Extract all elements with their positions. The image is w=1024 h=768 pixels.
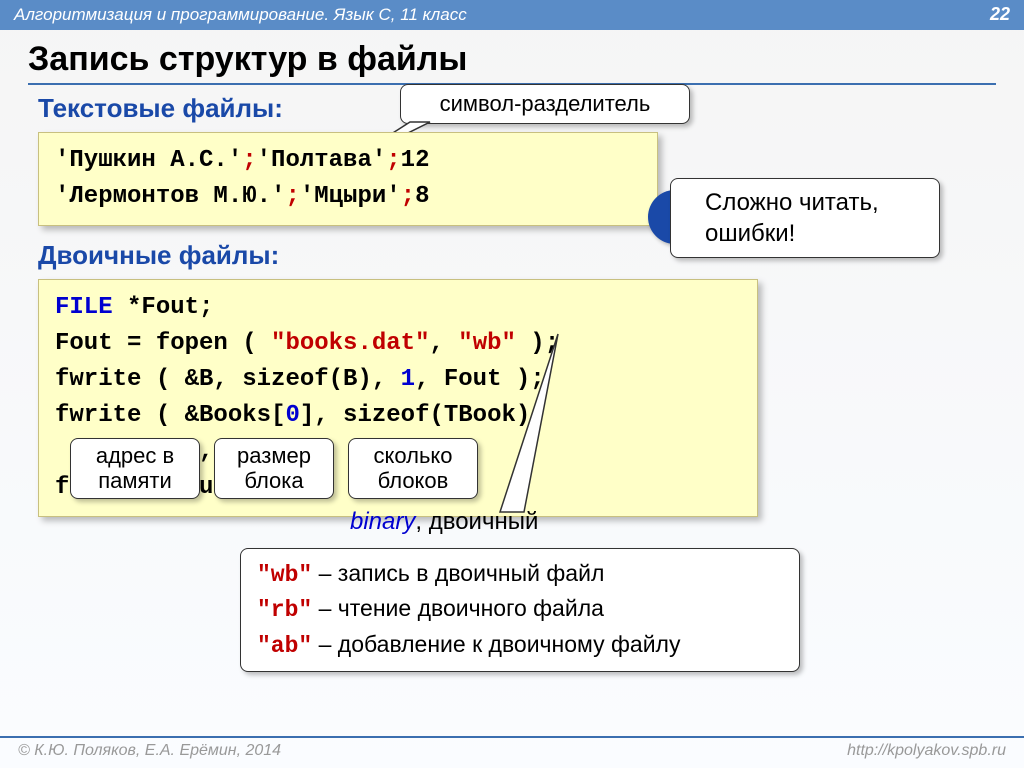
callout-separator: символ-разделитель (400, 84, 690, 124)
footer-url: http://kpolyakov.spb.ru (847, 742, 1006, 760)
legend-ab: "ab" – добавление к двоичному файлу (257, 628, 783, 663)
legend-modes: "wb" – запись в двоичный файл "rb" – чте… (240, 548, 800, 672)
callout-size: размер блока (214, 438, 334, 499)
callout-binary: binary, двоичный (350, 508, 538, 536)
codebox-text: 'Пушкин А.С.';'Полтава';12 'Лермонтов М.… (38, 132, 658, 226)
callout-address: адрес в памяти (70, 438, 200, 499)
legend-wb: "wb" – запись в двоичный файл (257, 557, 783, 592)
course-title: Алгоритмизация и программирование. Язык … (14, 5, 467, 25)
slide-header: Алгоритмизация и программирование. Язык … (0, 0, 1024, 30)
slide-title: Запись структур в файлы (28, 40, 996, 85)
slide-footer: © К.Ю. Поляков, Е.А. Ерёмин, 2014 http:/… (0, 736, 1024, 768)
legend-rb: "rb" – чтение двоичного файла (257, 592, 783, 627)
page-number: 22 (990, 4, 1010, 25)
callout-count: сколько блоков (348, 438, 478, 499)
callout-warning: Сложно читать, ошибки! (670, 178, 940, 258)
slide-content: Запись структур в файлы Текстовые файлы:… (0, 30, 1024, 517)
footer-copyright: © К.Ю. Поляков, Е.А. Ерёмин, 2014 (18, 742, 281, 760)
